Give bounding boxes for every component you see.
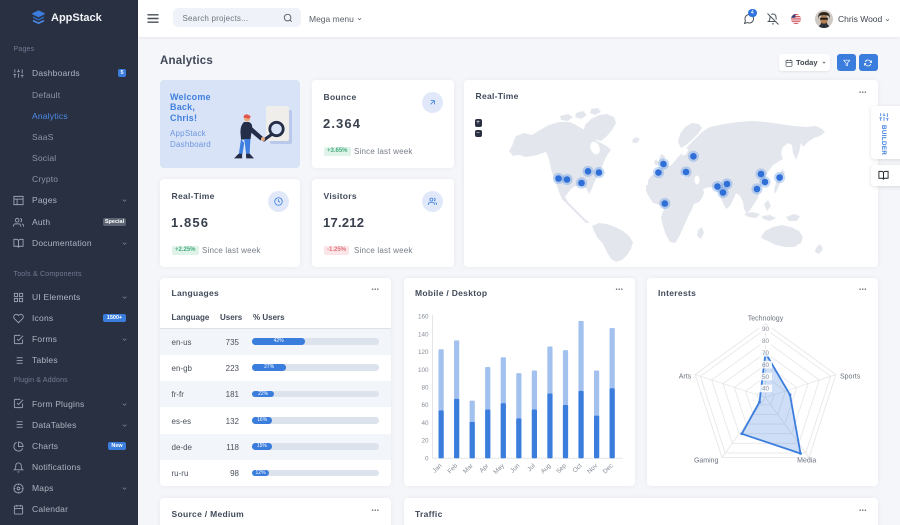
svg-text:Mar: Mar <box>461 462 474 475</box>
svg-text:Media: Media <box>797 457 816 464</box>
svg-text:Jun: Jun <box>509 462 521 474</box>
svg-text:90: 90 <box>761 326 769 333</box>
svg-text:Dec: Dec <box>601 462 614 475</box>
svg-text:Arts: Arts <box>678 373 691 380</box>
svg-text:0: 0 <box>424 455 428 462</box>
svg-text:Jan: Jan <box>431 462 443 474</box>
svg-text:Gaming: Gaming <box>693 457 718 464</box>
svg-text:50: 50 <box>761 373 769 380</box>
svg-text:40: 40 <box>761 385 769 392</box>
svg-text:Apr: Apr <box>478 462 490 474</box>
svg-text:70: 70 <box>761 350 769 357</box>
svg-text:60: 60 <box>761 361 769 368</box>
svg-text:120: 120 <box>417 349 428 356</box>
svg-text:May: May <box>492 461 506 475</box>
svg-text:100: 100 <box>417 366 428 373</box>
svg-text:20: 20 <box>421 437 429 444</box>
svg-text:Sep: Sep <box>555 462 568 475</box>
svg-text:Oct: Oct <box>571 462 583 474</box>
svg-text:Nov: Nov <box>586 461 599 474</box>
svg-text:160: 160 <box>417 313 428 320</box>
svg-text:Sports: Sports <box>840 373 861 380</box>
svg-text:Aug: Aug <box>539 462 552 475</box>
svg-text:80: 80 <box>421 384 429 391</box>
svg-text:40: 40 <box>421 420 429 427</box>
svg-text:Technology: Technology <box>747 315 783 322</box>
svg-text:80: 80 <box>761 338 769 345</box>
svg-text:60: 60 <box>421 402 429 409</box>
svg-text:Feb: Feb <box>446 462 459 475</box>
svg-text:140: 140 <box>417 331 428 338</box>
svg-text:Jul: Jul <box>526 462 537 473</box>
